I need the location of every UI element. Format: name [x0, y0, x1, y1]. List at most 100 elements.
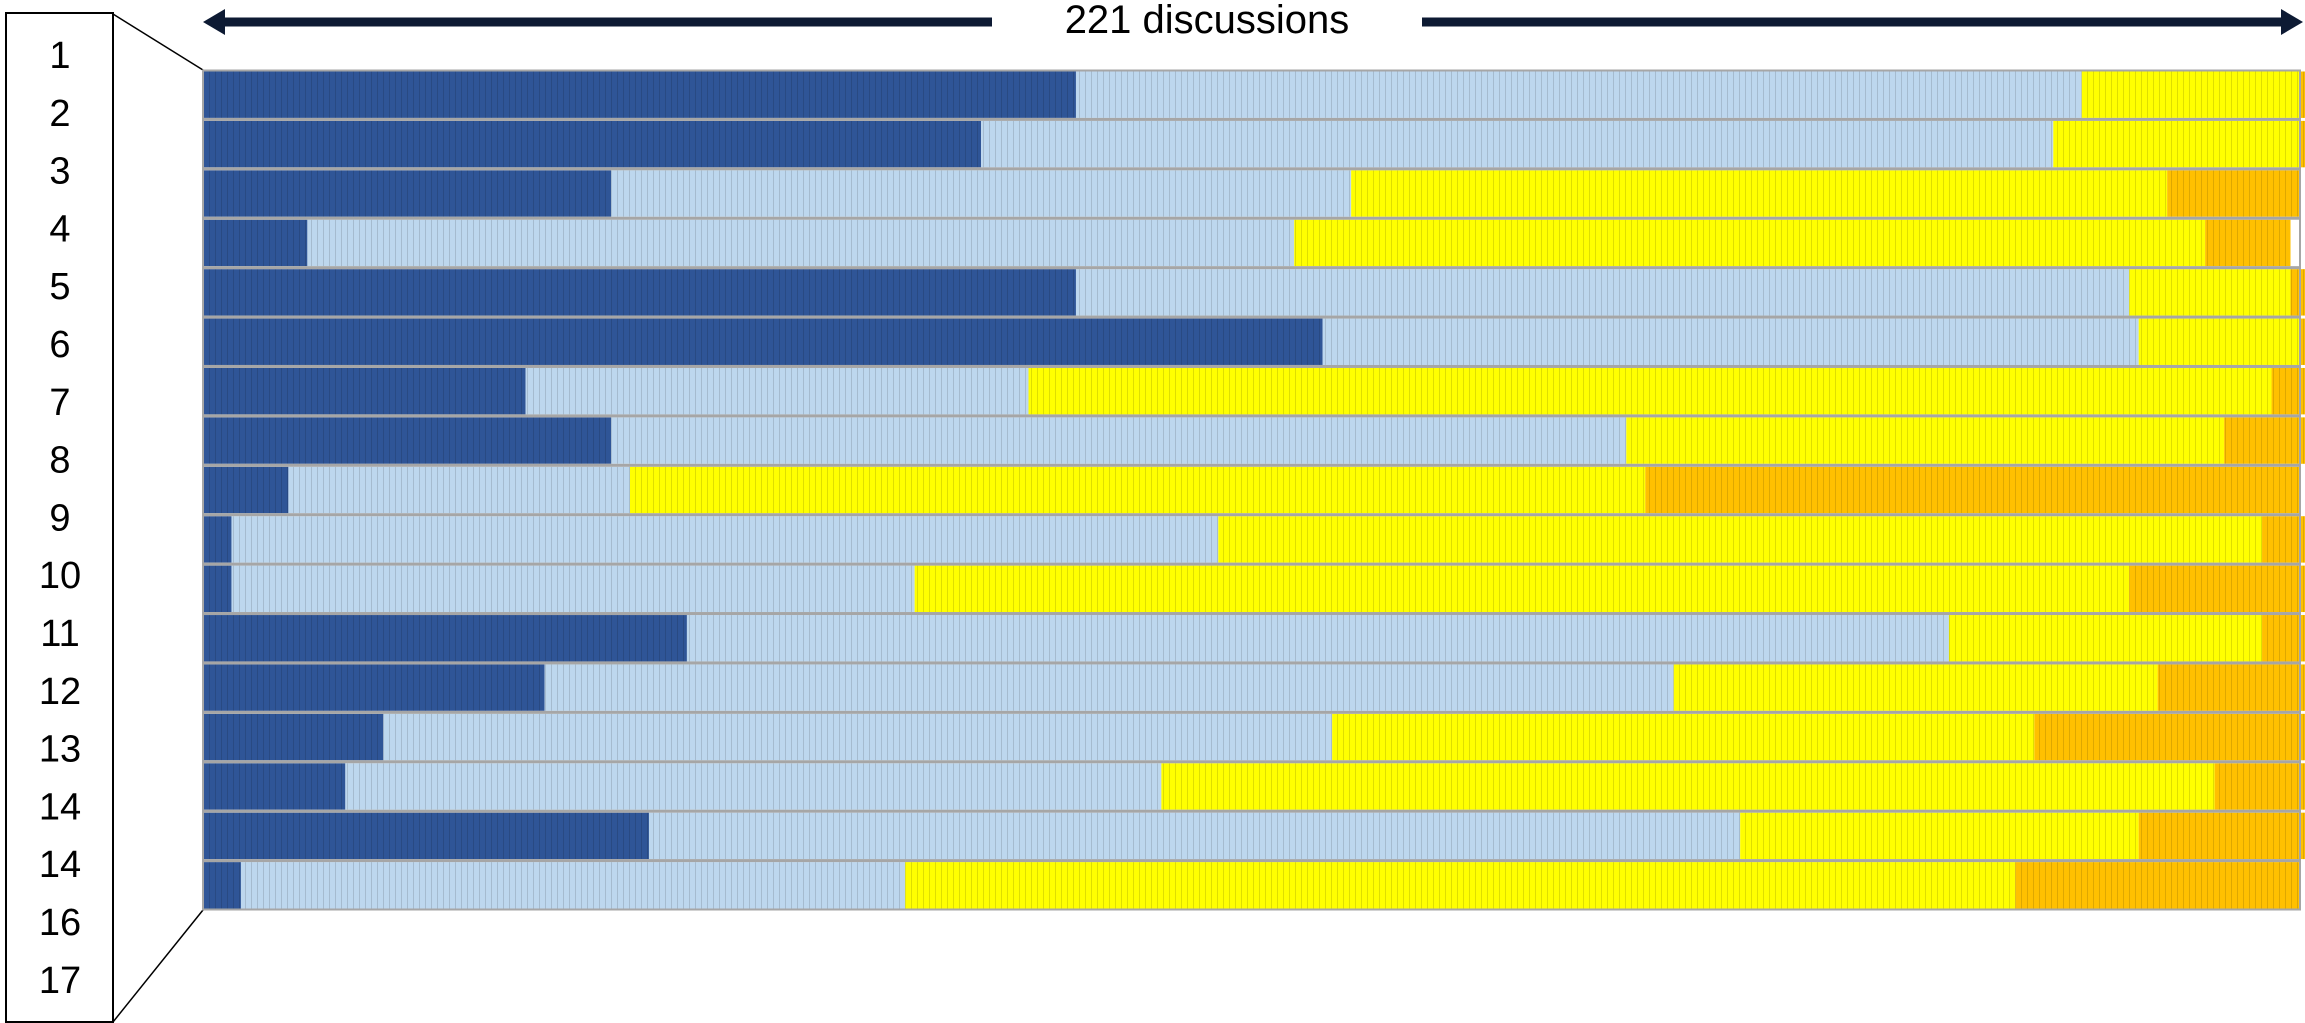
- bar-segment-texture: [240, 862, 906, 909]
- total-label: 221 discussions: [1065, 0, 1350, 42]
- bar-segment-texture: [203, 763, 346, 810]
- bar-segment-texture: [2129, 565, 2305, 613]
- bar-segment-texture: [307, 219, 1295, 267]
- bar-row-border: [202, 662, 2301, 713]
- bar-segment-texture: [203, 417, 612, 464]
- bar-segment-texture: [648, 812, 1741, 860]
- bar-segment-texture: [1948, 615, 2263, 662]
- bar-segment-texture: [231, 565, 915, 613]
- bar-segment-texture: [1075, 71, 2082, 118]
- row-label: 8: [49, 440, 70, 482]
- bar-segment-texture: [2300, 318, 2305, 365]
- bar-segment-texture: [345, 763, 1162, 810]
- bar-segment-texture: [1161, 763, 2215, 810]
- bar-segment-texture: [203, 120, 982, 168]
- bar-segment-texture: [1294, 219, 2206, 267]
- arrow-head-left: [203, 9, 225, 35]
- row-label: 12: [39, 671, 81, 713]
- row-label: 14: [39, 786, 81, 828]
- row-label: 14: [39, 844, 81, 886]
- bar-segment-texture: [544, 664, 1674, 711]
- bar-segment-texture: [1740, 812, 2139, 860]
- bar-segment-texture: [629, 466, 1646, 514]
- row-label: 16: [39, 902, 81, 944]
- bar-segment-texture: [525, 367, 1029, 415]
- bar-segment-texture: [288, 466, 630, 514]
- bar-segment-texture: [203, 318, 1323, 365]
- bar-segment-texture: [231, 516, 1219, 563]
- arrow-head-right: [2281, 9, 2303, 35]
- bar-segment-texture: [203, 713, 384, 761]
- bar-segment-texture: [914, 565, 2130, 613]
- bar-segment-texture: [2300, 120, 2305, 168]
- bar-segment-texture: [2262, 516, 2305, 563]
- row-label: 6: [49, 324, 70, 366]
- bar-segment-texture: [1645, 466, 2300, 514]
- row-label: 1: [49, 35, 70, 77]
- bar-segment-texture: [611, 170, 1352, 217]
- bar-segment-texture: [203, 862, 241, 909]
- bar-segment-texture: [2205, 219, 2291, 267]
- bar-segment-texture: [2262, 615, 2305, 662]
- bar-segment-texture: [2129, 269, 2291, 316]
- bar-segment-texture: [981, 120, 2054, 168]
- bar-segment-texture: [203, 565, 232, 613]
- bar-segment-texture: [203, 812, 649, 860]
- row-label-box: [5, 12, 114, 1023]
- bar-segment-texture: [2300, 71, 2305, 118]
- bar-row-border: [202, 118, 2301, 170]
- bar-segment-texture: [203, 170, 612, 217]
- bar-segment-texture: [1322, 318, 2139, 365]
- bar-segment-texture: [905, 862, 2016, 909]
- row-label: 13: [39, 729, 81, 771]
- bar-segment-texture: [203, 615, 687, 662]
- row-label: 2: [49, 93, 70, 135]
- bar-segment-texture: [383, 713, 1333, 761]
- bar-segment-texture: [1218, 516, 2263, 563]
- bar-segment-texture: [2015, 862, 2300, 909]
- bar-segment-texture: [1028, 367, 2272, 415]
- bar-segment-texture: [2138, 812, 2305, 860]
- bar-segment-texture: [2167, 170, 2300, 217]
- bar-segment-texture: [1351, 170, 2168, 217]
- bar-row-border: [202, 514, 2301, 565]
- row-label: 17: [39, 960, 81, 1002]
- zoom-line-top: [112, 13, 204, 71]
- bar-segment-texture: [686, 615, 1949, 662]
- bars: [202, 69, 2305, 911]
- bar-segment-texture: [2224, 417, 2305, 464]
- row-label: 3: [49, 151, 70, 193]
- bar-segment-texture: [2157, 664, 2305, 711]
- bar-segment-texture: [2034, 713, 2305, 761]
- bar-segment-texture: [1075, 269, 2130, 316]
- bar-segment-texture: [203, 71, 1076, 118]
- bar-row-border: [202, 860, 2301, 911]
- bar-segment-texture: [611, 417, 1627, 464]
- bar-segment-texture: [203, 269, 1076, 316]
- bar-segment-texture: [203, 219, 308, 267]
- row-label: 5: [49, 266, 70, 308]
- bar-segment-texture: [203, 664, 545, 711]
- zoom-line-bottom: [112, 909, 204, 1023]
- row-label: 9: [49, 497, 70, 539]
- bar-segment-texture: [2081, 71, 2300, 118]
- bar-segment-texture: [2290, 269, 2305, 316]
- bar-row-border: [202, 810, 2301, 862]
- row-label: 11: [40, 613, 79, 655]
- row-label: 10: [39, 555, 81, 597]
- bar-segment-texture: [203, 466, 289, 514]
- bar-segment-texture: [2138, 318, 2300, 365]
- bar-row-border: [202, 168, 2301, 219]
- row-label: 4: [49, 208, 70, 250]
- row-label: 7: [49, 382, 70, 424]
- bar-segment-texture: [203, 516, 232, 563]
- total-arrow: 221 discussions: [203, 0, 2303, 42]
- bar-segment-texture: [2214, 763, 2305, 810]
- bar-segment-texture: [1332, 713, 2035, 761]
- bar-segment-texture: [1673, 664, 2158, 711]
- bar-segment-texture: [2053, 120, 2300, 168]
- bar-segment-texture: [1626, 417, 2225, 464]
